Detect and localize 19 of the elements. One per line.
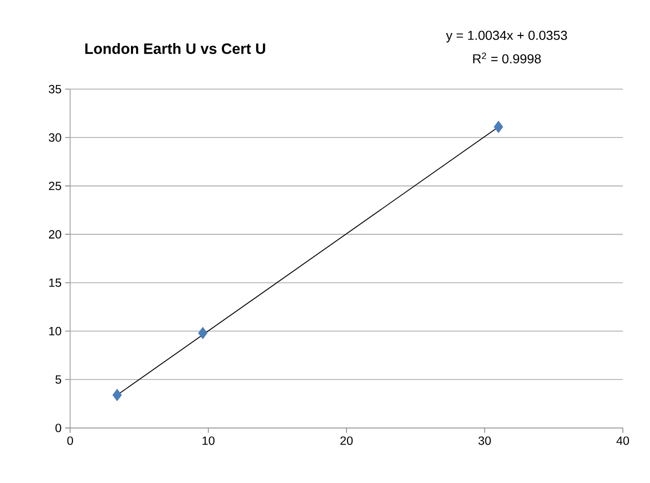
y-tick-label: 5 (55, 375, 62, 384)
y-tick-label: 30 (48, 133, 62, 142)
x-tick-label: 10 (202, 436, 215, 445)
text: R$^{2}$ = 0.9998 (473, 52, 541, 64)
x-tick-label: 40 (616, 436, 630, 445)
x-tick-label: 30 (478, 436, 491, 445)
x-tick-label: 20 (340, 436, 353, 445)
y-tick-label: 25 (48, 182, 62, 190)
y-tick-label: 10 (49, 326, 62, 336)
y-tick-label: 20 (48, 230, 62, 239)
chart-title: London Earth U vs Cert U (85, 42, 266, 54)
y-tick-label: 35 (48, 84, 62, 94)
point (494, 120, 504, 134)
y-tick-label: 15 (49, 278, 62, 287)
point (112, 388, 122, 402)
y-tick-label: 0 (55, 424, 62, 432)
text: y = 1.0034x + 0.0353 (446, 30, 567, 42)
point (198, 326, 208, 340)
x-tick-label: 0 (67, 436, 74, 445)
